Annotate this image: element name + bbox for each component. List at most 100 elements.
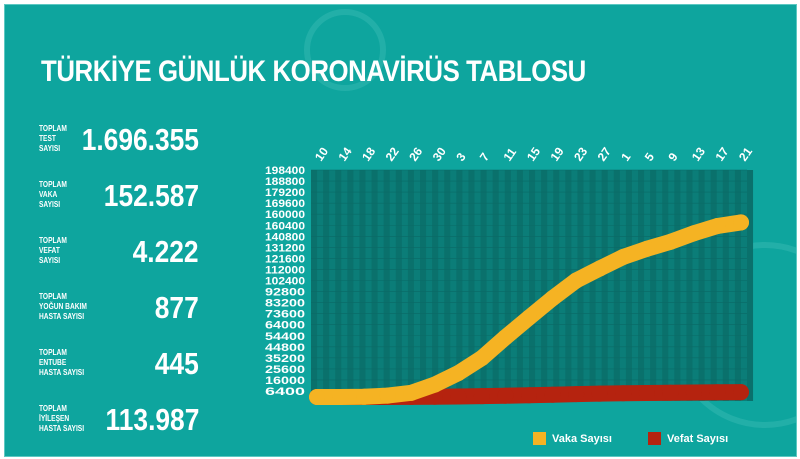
- data-point-vaka: [356, 388, 373, 405]
- y-tick-label: 64000: [265, 320, 305, 332]
- grid-column: [456, 170, 463, 401]
- y-tick-label: 131200: [265, 242, 305, 254]
- cases-chart: 1984001888001792001696001600001604001408…: [265, 144, 755, 405]
- data-point-vaka: [544, 290, 561, 307]
- y-tick-label: 44800: [265, 342, 305, 354]
- y-tick-label: 16000: [265, 375, 305, 387]
- data-point-vefat: [450, 388, 467, 405]
- grid-column: [323, 170, 330, 401]
- data-point-vefat: [497, 387, 514, 404]
- y-tick-label: 121600: [265, 253, 305, 265]
- x-tick-label: 9: [665, 150, 680, 164]
- stat-label-line: HASTA SAYISI: [39, 423, 85, 433]
- grid-column: [625, 170, 632, 401]
- y-tick-label: 188800: [265, 176, 305, 188]
- grid-column: [347, 170, 354, 401]
- data-point-vaka: [332, 388, 349, 405]
- data-point-vaka: [379, 387, 396, 404]
- grid-column: [371, 170, 378, 401]
- data-point-vefat: [568, 386, 585, 403]
- data-point-vefat: [521, 387, 537, 404]
- x-tick-label: 14: [336, 144, 355, 163]
- data-point-vaka: [403, 384, 420, 401]
- data-point-vefat: [733, 384, 749, 401]
- grid-column: [468, 170, 475, 401]
- grid-column: [722, 170, 729, 401]
- grid-column: [432, 170, 439, 401]
- stat-label-line: VAKA: [39, 189, 58, 199]
- y-tick-label: 6400: [265, 386, 305, 398]
- grid-column: [395, 170, 402, 401]
- legend-swatch-vaka: [533, 432, 546, 445]
- stat-label-line: SAYISI: [39, 199, 61, 209]
- stat-label-line: HASTA SAYISI: [39, 311, 85, 321]
- y-tick-label: 160000: [265, 209, 305, 221]
- stat-label-line: TOPLAM: [39, 179, 67, 189]
- data-point-vefat: [662, 384, 679, 401]
- legend-label-vaka: Vaka Sayısı: [552, 432, 612, 445]
- x-tick-label: 22: [383, 144, 402, 163]
- data-point-vefat: [615, 385, 632, 402]
- y-tick-label: 198400: [265, 165, 305, 177]
- stat-label-line: TOPLAM: [39, 347, 67, 357]
- x-tick-label: 11: [500, 145, 519, 164]
- stat-3: TOPLAM YOĞUN BAKIM HASTA SAYISI 877: [39, 291, 199, 331]
- x-tick-label: 19: [548, 144, 567, 163]
- x-tick-label: 1: [618, 150, 633, 164]
- y-tick-label: 92800: [265, 287, 305, 299]
- data-point-vaka: [426, 376, 443, 393]
- grid-column: [650, 170, 657, 401]
- y-tick-label: 25600: [265, 364, 305, 376]
- data-point-vaka: [497, 329, 514, 346]
- data-point-vaka: [733, 214, 749, 231]
- data-point-vefat: [638, 384, 655, 401]
- x-tick-label: 23: [571, 144, 590, 163]
- x-tick-label: 26: [406, 144, 425, 163]
- stat-value: 4.222: [133, 234, 199, 269]
- x-tick-label: 15: [524, 144, 543, 163]
- grid-column: [407, 170, 414, 401]
- grid-column: [420, 170, 427, 401]
- grid-column: [541, 170, 548, 401]
- stat-label: TOPLAM VAKA SAYISI: [39, 179, 67, 209]
- stat-label-line: HASTA SAYISI: [39, 367, 85, 377]
- legend-swatch-vefat: [648, 432, 661, 445]
- y-tick-label: 179200: [265, 187, 305, 199]
- grid-column: [686, 170, 693, 401]
- grid-column: [444, 170, 451, 401]
- data-point-vaka: [709, 218, 726, 235]
- data-point-vaka: [685, 225, 702, 242]
- data-point-vaka: [521, 309, 537, 326]
- data-point-vaka: [473, 349, 490, 366]
- grid-column: [383, 170, 390, 401]
- legend-label-vefat: Vefat Sayısı: [667, 432, 729, 445]
- data-point-vaka: [309, 389, 325, 405]
- grid-column: [529, 170, 536, 401]
- stat-value: 445: [155, 346, 199, 381]
- grid-column: [638, 170, 645, 401]
- grid-column: [504, 170, 511, 401]
- y-tick-label: 35200: [265, 353, 305, 365]
- grid-column: [359, 170, 366, 401]
- y-tick-label: 102400: [265, 276, 305, 288]
- data-point-vefat: [544, 386, 561, 403]
- data-point-vaka: [638, 240, 655, 257]
- stat-value: 1.696.355: [81, 122, 199, 157]
- y-tick-label: 112000: [265, 264, 305, 276]
- legend-item-vaka: Vaka Sayısı: [533, 432, 612, 445]
- y-tick-label: 54400: [265, 331, 305, 343]
- x-tick-label: 18: [359, 144, 378, 163]
- stat-label: TOPLAM VEFAT SAYISI: [39, 235, 67, 265]
- y-tick-label: 73600: [265, 309, 305, 321]
- stat-label-line: VEFAT: [39, 245, 60, 255]
- x-tick-label: 21: [736, 144, 755, 163]
- stat-value: 113.987: [105, 402, 199, 437]
- grid-column: [601, 170, 608, 401]
- stat-label-line: SAYISI: [39, 143, 61, 153]
- stat-label-line: TOPLAM: [39, 403, 67, 413]
- infographic-panel: TÜRKİYE GÜNLÜK KORONAVİRÜS TABLOSU TOPLA…: [4, 4, 797, 457]
- stat-0: TOPLAM TEST SAYISI 1.696.355: [39, 123, 199, 163]
- grid-column: [311, 170, 318, 401]
- grid-column: [674, 170, 681, 401]
- stat-1: TOPLAM VAKA SAYISI 152.587: [39, 179, 199, 219]
